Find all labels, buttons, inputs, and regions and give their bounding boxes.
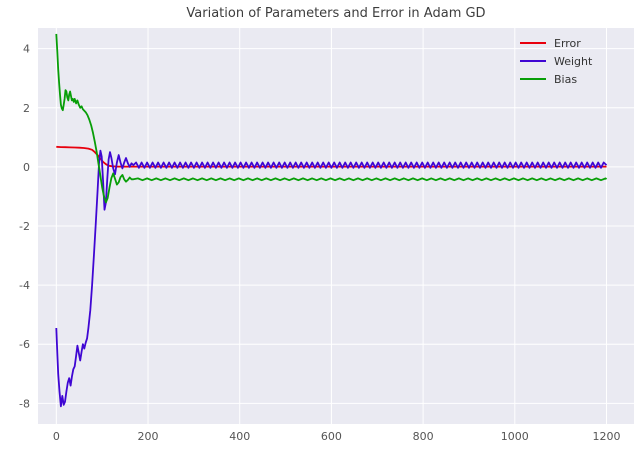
chart-title: Variation of Parameters and Error in Ada… (186, 6, 485, 21)
x-tick-label: 0 (53, 430, 60, 443)
x-tick-label: 1200 (592, 430, 620, 443)
x-tick-label: 800 (413, 430, 434, 443)
y-tick-label: -8 (19, 397, 30, 410)
y-tick-label: 4 (23, 43, 30, 56)
legend-label-error: Error (554, 37, 581, 50)
series-line-weight (55, 149, 608, 408)
y-tick-label: -6 (19, 338, 30, 351)
y-tick-label: 0 (23, 161, 30, 174)
y-tick-label: -4 (19, 279, 30, 292)
legend-label-weight: Weight (554, 55, 593, 68)
x-tick-label: 200 (138, 430, 159, 443)
x-tick-label: 1000 (501, 430, 529, 443)
series-line-bias (55, 33, 608, 204)
y-tick-label: -2 (19, 220, 30, 233)
y-tick-label: 2 (23, 102, 30, 115)
legend-label-bias: Bias (554, 73, 577, 86)
x-tick-label: 600 (321, 430, 342, 443)
x-tick-label: 400 (229, 430, 250, 443)
